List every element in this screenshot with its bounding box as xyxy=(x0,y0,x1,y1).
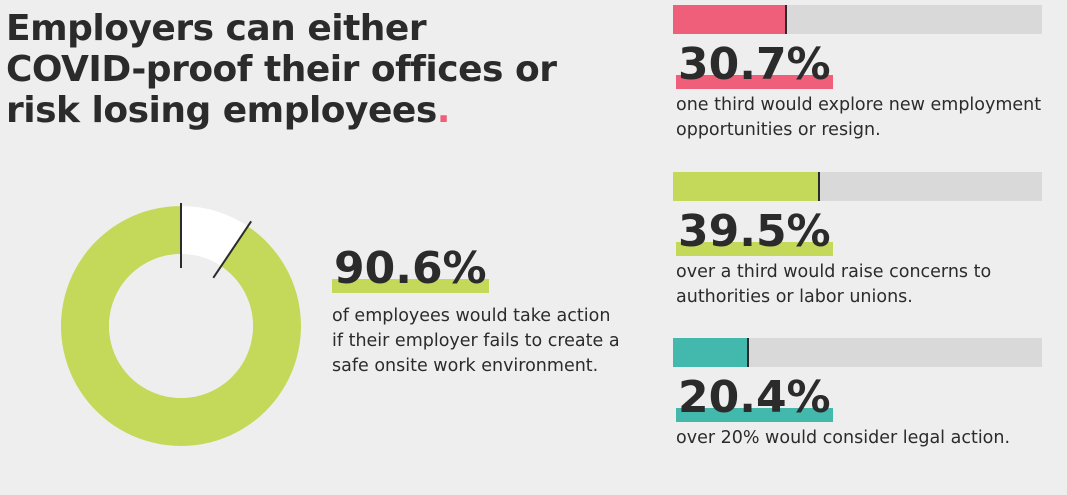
donut-hole xyxy=(109,254,253,398)
bar-value-text-3: 20.4% xyxy=(678,372,831,423)
bar-fill-1 xyxy=(673,5,787,34)
bar-track-3 xyxy=(673,338,1042,367)
headline-text: Employers can either COVID-proof their o… xyxy=(6,8,557,131)
donut-svg xyxy=(61,200,302,446)
bar-value-text-1: 30.7% xyxy=(678,39,831,90)
bar-tick-3 xyxy=(747,338,750,367)
main-stat-highlight xyxy=(332,279,489,293)
bar-value-2: 39.5% xyxy=(676,207,833,257)
bar-description-3: over 20% would consider legal action. xyxy=(676,428,1011,448)
bar-track-1 xyxy=(673,5,1042,34)
bar-tick-1 xyxy=(785,5,788,34)
donut-chart xyxy=(58,200,304,449)
headline-dot: . xyxy=(436,90,451,131)
main-stat: 90.6% of employees would take action if … xyxy=(332,244,622,379)
donut-slice-take-action xyxy=(61,206,302,446)
bar-fill-3 xyxy=(673,338,749,367)
bar-description-1: one third would explore new employment o… xyxy=(676,95,1042,140)
bar-value-highlight-2 xyxy=(676,242,833,256)
donut-divider-slice xyxy=(212,220,252,279)
bar-description-2: over a third would raise concerns to aut… xyxy=(676,262,992,307)
bar-fill-2 xyxy=(673,172,819,201)
bar-value-3: 20.4% xyxy=(676,373,833,423)
bar-track-2 xyxy=(673,172,1042,201)
bar-value-1: 30.7% xyxy=(676,40,833,90)
stat-block-1: 30.7% one third would explore new employ… xyxy=(673,5,1053,143)
headline: Employers can either COVID-proof their o… xyxy=(6,8,566,131)
main-stat-description: of employees would take action if their … xyxy=(332,306,620,376)
stat-block-3: 20.4% over 20% would consider legal acti… xyxy=(673,338,1053,451)
bar-value-highlight-3 xyxy=(676,408,833,422)
main-stat-value: 90.6% xyxy=(332,244,489,294)
stat-block-2: 39.5% over a third would raise concerns … xyxy=(673,172,1053,310)
bar-value-text-2: 39.5% xyxy=(678,206,831,257)
bar-value-highlight-1 xyxy=(676,75,833,89)
bar-tick-2 xyxy=(817,172,820,201)
main-stat-value-text: 90.6% xyxy=(334,243,487,294)
